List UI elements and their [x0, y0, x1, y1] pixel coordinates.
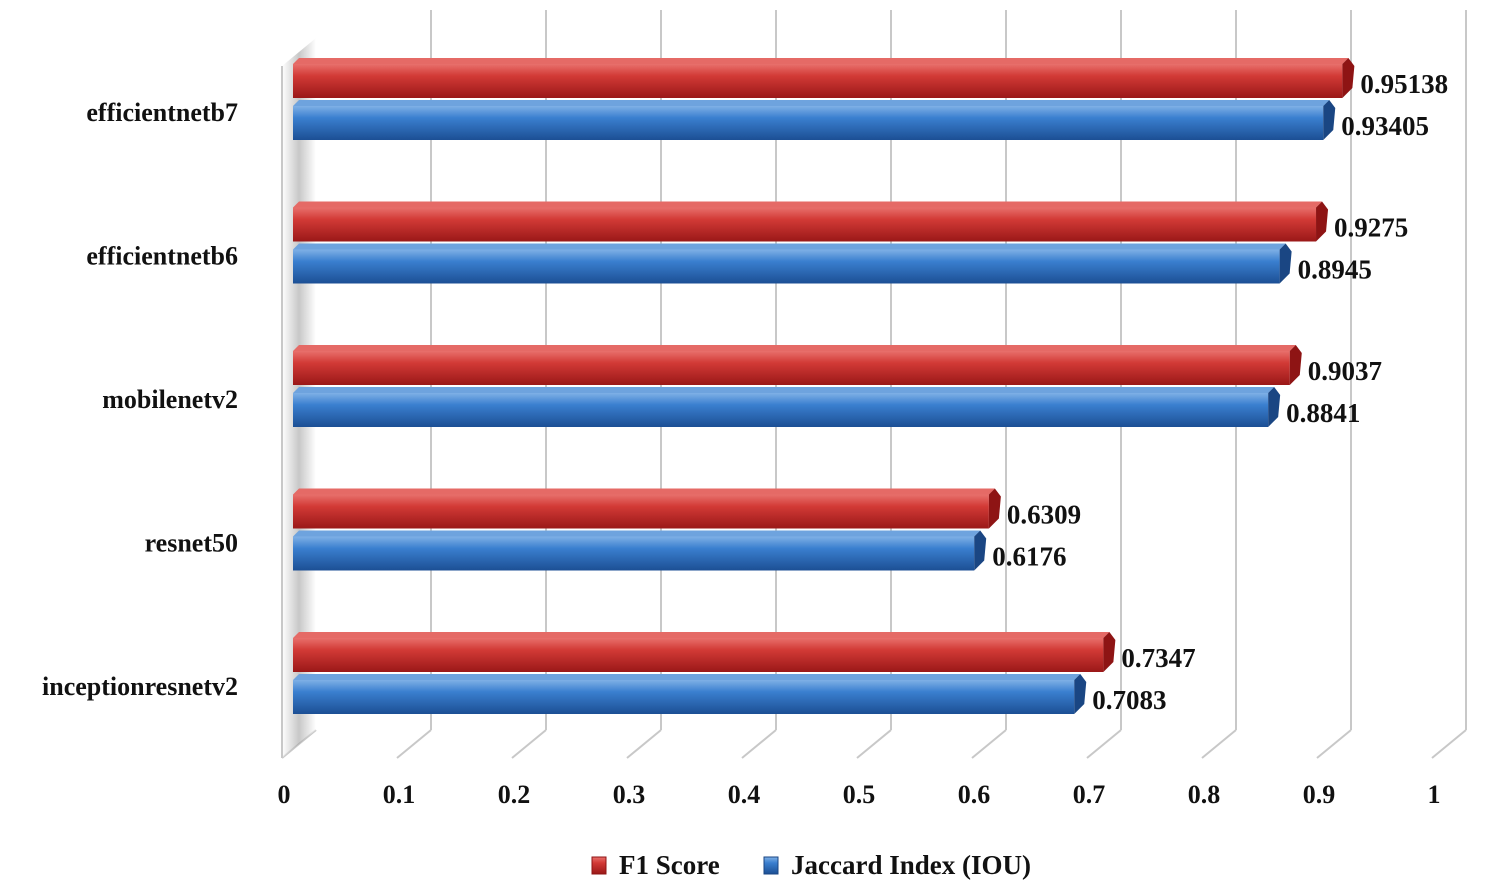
bar-front-face — [293, 351, 1290, 385]
f1-score-bar — [293, 201, 1329, 242]
x-tick-label: 0.6 — [958, 780, 991, 809]
category-label: efficientnetb6 — [86, 242, 238, 271]
bar-front-face — [293, 64, 1343, 98]
f1-score-bar — [293, 632, 1116, 672]
bar-end-cap — [1316, 201, 1329, 242]
bar-front-face — [293, 106, 1324, 140]
x-tick-label: 0 — [278, 780, 291, 809]
bar-front-face — [293, 249, 1280, 284]
legend-swatch — [591, 856, 607, 875]
legend: F1 Score Jaccard Index (IOU) — [591, 850, 1031, 880]
value-labels: 0.95138 0.93405 0.9275 0.8945 0.9037 0.8841 0.… — [992, 69, 1448, 715]
floor-gridline — [396, 729, 432, 759]
x-tick-label: 0.5 — [843, 780, 876, 809]
bar-top-face — [293, 243, 1286, 250]
x-tick-label: 1 — [1428, 780, 1441, 809]
bar-end-cap — [1103, 632, 1116, 672]
floor-gridline — [856, 729, 892, 759]
bar-top-face — [293, 674, 1081, 680]
data-label: 0.8945 — [1298, 255, 1372, 285]
f1-score-bar — [293, 345, 1302, 385]
x-tick-label: 0.3 — [613, 780, 646, 809]
x-tick-label: 0.1 — [383, 780, 416, 809]
floor-gridline — [511, 729, 547, 759]
bar-front-face — [293, 494, 989, 529]
category-label: resnet50 — [145, 529, 238, 558]
bar-end-cap — [988, 488, 1001, 529]
category-label: inceptionresnetv2 — [42, 672, 238, 701]
data-label: 0.95138 — [1360, 69, 1448, 99]
bar-end-cap — [974, 530, 987, 571]
floor-gridline — [971, 729, 1007, 759]
category-label: mobilenetv2 — [102, 385, 238, 414]
data-label: 0.8841 — [1286, 398, 1360, 428]
bar-end-cap — [1074, 674, 1087, 714]
bar-front-face — [293, 680, 1075, 714]
bar-end-cap — [1342, 58, 1355, 98]
x-axis-ticks: 0 0.1 0.2 0.3 0.4 0.5 0.6 0.7 0.8 0.9 1 — [278, 780, 1441, 809]
floor-gridline — [1316, 729, 1352, 759]
data-label: 0.7347 — [1121, 643, 1195, 673]
x-tick-label: 0.7 — [1073, 780, 1106, 809]
bar-end-cap — [1289, 345, 1302, 385]
bar-front-face — [293, 393, 1269, 427]
bar-top-face — [293, 632, 1110, 638]
bar-top-face — [293, 530, 981, 537]
floor-gridline — [1431, 729, 1467, 759]
category-labels: efficientnetb7 efficientnetb6 mobilenetv2 r… — [42, 98, 238, 701]
floor-gridline — [626, 729, 662, 759]
bar-end-cap — [1268, 387, 1281, 427]
data-label: 0.6309 — [1007, 500, 1081, 530]
legend-label: Jaccard Index (IOU) — [791, 850, 1031, 880]
x-tick-label: 0.8 — [1188, 780, 1221, 809]
bar-top-face — [293, 100, 1330, 106]
data-label: 0.6176 — [992, 542, 1066, 572]
f1-score-bar — [293, 488, 1001, 529]
bar-top-face — [293, 58, 1349, 64]
legend-label: F1 Score — [619, 850, 720, 880]
bar-top-face — [293, 387, 1275, 393]
jaccard-index-bar — [293, 243, 1292, 284]
bar-top-face — [293, 488, 995, 495]
bar-top-face — [293, 201, 1323, 208]
floor-gridline — [1086, 729, 1122, 759]
bars — [293, 58, 1355, 714]
jaccard-index-bar — [293, 530, 987, 571]
x-tick-label: 0.9 — [1303, 780, 1336, 809]
f1-score-bar — [293, 58, 1355, 98]
bar-end-cap — [1323, 100, 1336, 140]
x-tick-label: 0.2 — [498, 780, 531, 809]
category-label: efficientnetb7 — [86, 98, 238, 127]
floor-gridline — [1201, 729, 1237, 759]
floor-gridline — [741, 729, 777, 759]
bar-top-face — [293, 345, 1296, 351]
x-tick-label: 0.4 — [728, 780, 761, 809]
data-label: 0.9037 — [1308, 356, 1382, 386]
legend-swatch — [763, 856, 779, 875]
jaccard-index-bar — [293, 100, 1336, 140]
data-label: 0.9275 — [1334, 213, 1408, 243]
jaccard-index-bar — [293, 674, 1087, 714]
jaccard-index-bar — [293, 387, 1281, 427]
data-label: 0.93405 — [1341, 111, 1429, 141]
bar-end-cap — [1279, 243, 1292, 284]
bar-front-face — [293, 536, 975, 571]
bar-front-face — [293, 638, 1104, 672]
bar-front-face — [293, 207, 1317, 242]
data-label: 0.7083 — [1092, 685, 1166, 715]
